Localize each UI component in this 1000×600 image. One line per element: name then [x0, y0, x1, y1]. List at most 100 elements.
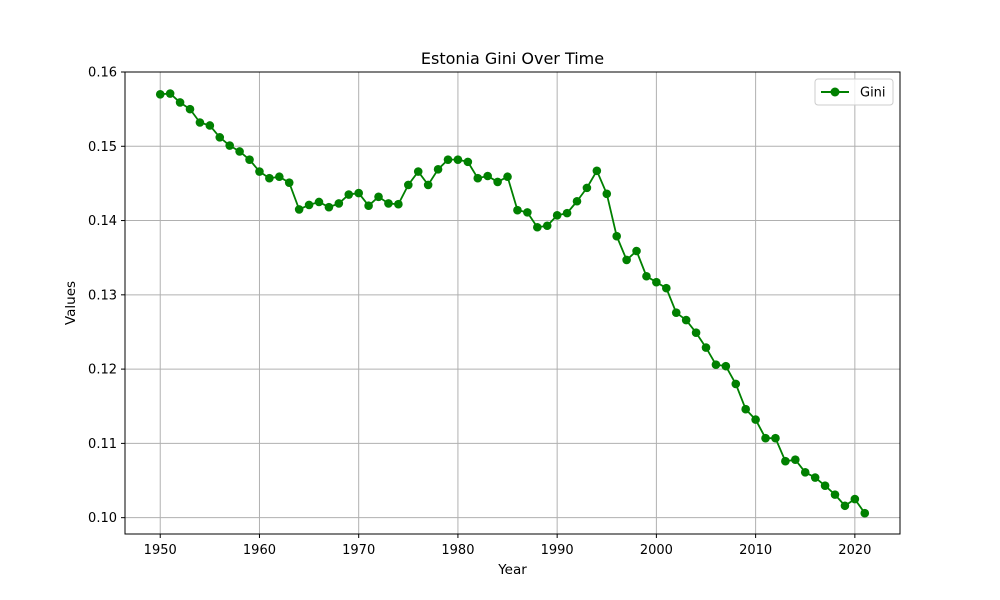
data-point [533, 222, 542, 232]
legend-marker-icon [830, 87, 840, 97]
data-point [344, 190, 354, 199]
data-point [195, 118, 205, 127]
data-point [304, 200, 314, 210]
chart-title: Estonia Gini Over Time [421, 49, 604, 68]
data-point [850, 494, 860, 504]
data-point [582, 183, 592, 193]
data-point [275, 172, 284, 182]
x-tick-label: 1970 [342, 543, 375, 558]
series-layer [155, 89, 870, 518]
x-axis: 1950 1960 1970 1980 1990 2000 2010 2020 [144, 534, 871, 558]
data-point [493, 177, 502, 187]
data-point [701, 343, 711, 352]
data-point [175, 98, 185, 107]
x-tick-label: 2000 [640, 543, 673, 558]
data-point [404, 180, 413, 190]
data-point [185, 104, 195, 114]
data-point [731, 379, 741, 389]
data-point [830, 490, 840, 499]
data-point [463, 157, 473, 167]
y-tick-label: 0.14 [88, 214, 117, 229]
y-tick-label: 0.15 [88, 140, 117, 155]
data-point [622, 255, 631, 265]
data-point [632, 246, 641, 256]
data-point [721, 361, 731, 371]
data-point [771, 433, 780, 443]
data-point [225, 141, 234, 150]
data-point [413, 167, 423, 176]
data-point [691, 328, 701, 338]
legend-label-gini: Gini [860, 86, 886, 101]
y-axis-label: Values [63, 281, 79, 325]
data-point [800, 468, 810, 477]
data-point [642, 271, 651, 281]
y-tick-label: 0.16 [88, 66, 117, 81]
legend-box [814, 78, 894, 106]
data-point [265, 173, 274, 183]
data-point [860, 508, 870, 518]
data-point [205, 121, 215, 130]
data-point [155, 89, 165, 99]
data-point [612, 231, 621, 241]
data-point [483, 171, 492, 181]
data-point [681, 315, 691, 325]
data-point [552, 211, 562, 220]
data-point [374, 192, 383, 202]
data-point [542, 221, 552, 231]
data-point [662, 283, 671, 293]
data-point [215, 133, 225, 142]
x-tick-label: 2020 [838, 543, 871, 558]
data-point [513, 205, 522, 215]
data-point [384, 199, 393, 208]
y-tick-label: 0.11 [88, 437, 117, 452]
data-point [255, 167, 264, 176]
x-axis-label: Year [497, 562, 527, 578]
data-point [562, 208, 572, 218]
data-point [810, 473, 820, 482]
data-point [503, 172, 512, 182]
data-point [443, 155, 453, 164]
data-point [245, 155, 254, 164]
y-axis: 0.10 0.11 0.12 0.13 0.14 0.15 0.16 [88, 66, 125, 526]
data-point [781, 456, 790, 466]
data-point [165, 89, 175, 98]
data-point [314, 197, 324, 207]
data-point [523, 208, 532, 217]
data-point [840, 501, 850, 511]
data-point [473, 173, 483, 183]
data-point [820, 481, 830, 491]
data-point [453, 155, 463, 164]
x-tick-label: 2010 [739, 543, 772, 558]
data-point [354, 188, 363, 198]
data-point [423, 180, 433, 190]
y-tick-label: 0.12 [88, 363, 117, 378]
data-point [364, 201, 373, 210]
x-tick-label: 1950 [144, 543, 177, 558]
x-tick-label: 1980 [441, 543, 474, 558]
data-point [572, 196, 582, 206]
data-point [741, 404, 750, 414]
data-point [652, 277, 661, 287]
y-tick-label: 0.10 [88, 511, 117, 526]
plot-area-frame [124, 71, 901, 535]
x-tick-label: 1960 [243, 543, 276, 558]
data-point [284, 178, 294, 187]
data-point [761, 433, 770, 443]
data-point [791, 455, 800, 465]
data-point [324, 202, 334, 212]
data-point [751, 415, 760, 424]
data-point [671, 308, 681, 317]
x-tick-label: 1990 [541, 543, 574, 558]
data-point [711, 360, 721, 369]
data-point [602, 189, 612, 199]
data-point [294, 205, 304, 214]
y-tick-label: 0.13 [88, 288, 117, 303]
data-point [433, 165, 443, 174]
data-point [394, 199, 403, 209]
data-point [592, 166, 602, 176]
legend: Gini [814, 78, 894, 106]
data-point [334, 199, 344, 208]
data-point [235, 147, 244, 156]
